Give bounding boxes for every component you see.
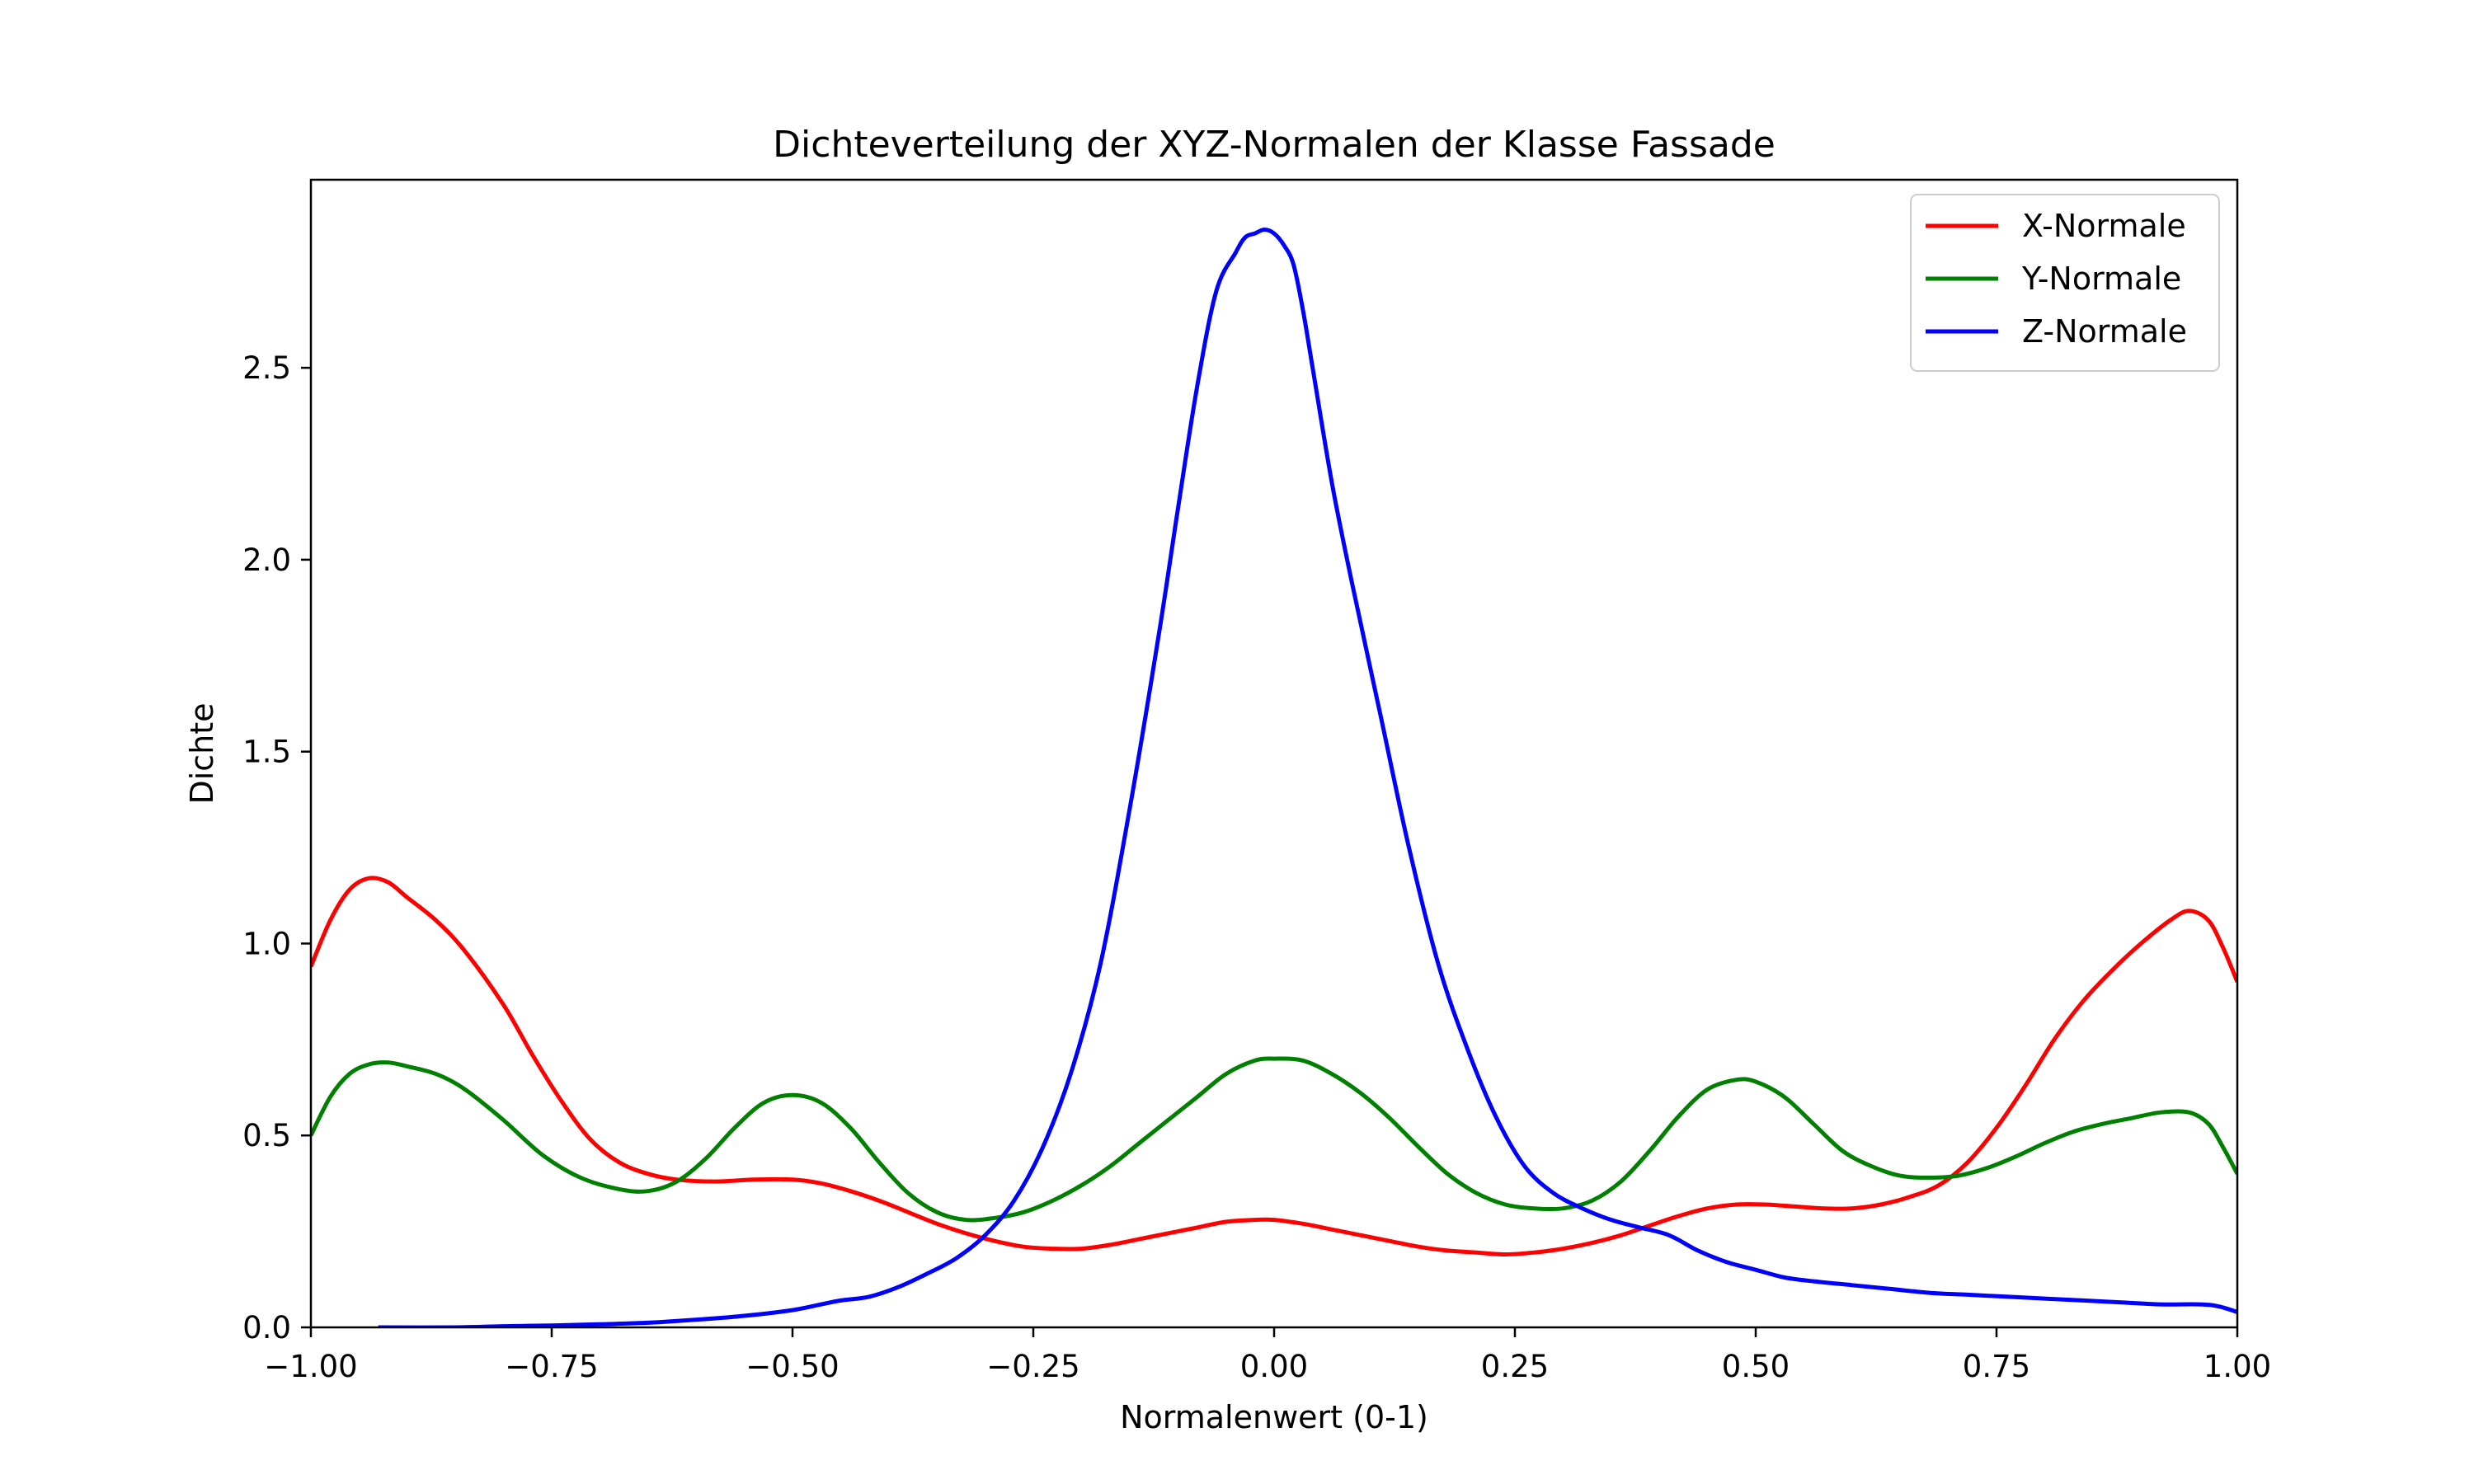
x-tick-label: −0.75: [505, 1349, 598, 1384]
y-tick-label: 0.0: [242, 1310, 291, 1345]
legend-label: Z-Normale: [2022, 313, 2187, 350]
x-tick-label: 0.00: [1240, 1349, 1308, 1384]
y-axis: 0.0 0.5 1.0 1.5 2.0 2.5: [242, 350, 311, 1345]
legend-label: X-Normale: [2022, 208, 2186, 244]
y-tick-label: 0.5: [242, 1118, 291, 1153]
legend-box: [1910, 194, 2220, 372]
y-axis-label: Dichte: [184, 702, 220, 804]
x-tick-label: 0.25: [1481, 1349, 1549, 1384]
x-axis-label: Normalenwert (0-1): [1120, 1399, 1428, 1435]
legend-label: Y-Normale: [2021, 261, 2181, 297]
x-axis: −1.00 −0.75 −0.50 −0.25 0.00 0.25 0.50 0.75 1.00: [264, 1327, 2271, 1384]
series-layer: [311, 228, 2237, 1327]
series-line-z-normale: [378, 228, 2237, 1327]
y-tick-label: 1.5: [242, 735, 291, 770]
series-line-y-normale: [311, 1056, 2237, 1223]
y-tick-label: 2.0: [242, 542, 291, 578]
legend: X-Normale Y-Normale Z-Normale: [1910, 194, 2220, 372]
x-tick-label: 0.50: [1722, 1349, 1790, 1384]
x-tick-label: −0.25: [986, 1349, 1079, 1384]
x-tick-label: −0.50: [745, 1349, 839, 1384]
y-tick-label: 1.0: [242, 926, 291, 961]
x-tick-label: −1.00: [264, 1349, 357, 1384]
x-tick-label: 0.75: [1963, 1349, 2030, 1384]
x-tick-label: 1.00: [2204, 1349, 2271, 1384]
y-tick-label: 2.5: [242, 350, 291, 386]
chart-title: Dichteverteilung der XYZ-Normalen der Kl…: [773, 124, 1776, 166]
